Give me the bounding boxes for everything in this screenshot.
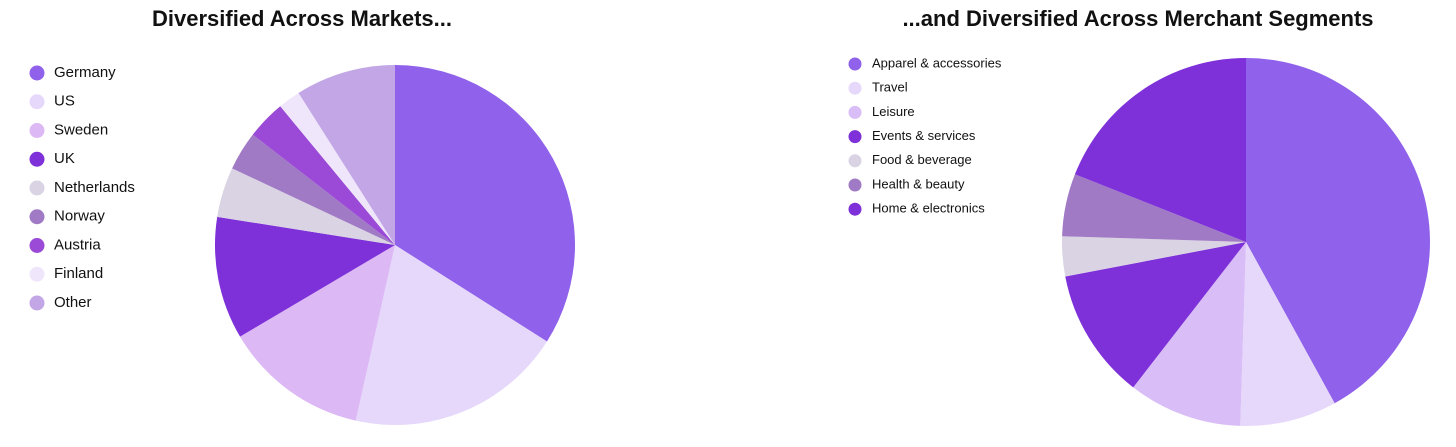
pie-slice bbox=[215, 216, 395, 337]
legend-label: US bbox=[54, 93, 75, 110]
pie-slice bbox=[1240, 242, 1335, 426]
chart-title: Diversified Across Markets... bbox=[152, 6, 452, 31]
pie-slice bbox=[395, 65, 575, 342]
legend-label: Travel bbox=[872, 80, 908, 95]
legend-swatch bbox=[848, 81, 862, 95]
pie-slice bbox=[1065, 242, 1246, 388]
legend-label: Netherlands bbox=[54, 179, 135, 196]
legend-swatch bbox=[29, 65, 45, 81]
legend-swatch bbox=[848, 202, 862, 216]
pie-slice bbox=[1062, 236, 1246, 277]
legend-swatch bbox=[29, 209, 45, 225]
legend-label: Germany bbox=[54, 64, 116, 81]
legend-label: UK bbox=[54, 150, 75, 167]
pie-slice bbox=[1062, 174, 1246, 242]
legend-swatch bbox=[29, 238, 45, 253]
chart-title: ...and Diversified Across Merchant Segme… bbox=[902, 6, 1373, 31]
legend-label: Other bbox=[54, 294, 92, 311]
legend-label: Norway bbox=[54, 208, 105, 225]
pie-slice bbox=[252, 106, 395, 245]
pie-slice bbox=[1074, 58, 1246, 242]
legend-swatch bbox=[848, 178, 862, 192]
legend-swatch bbox=[848, 154, 862, 168]
pie-slice bbox=[1246, 58, 1431, 404]
legend-label: Food & beverage bbox=[872, 152, 972, 167]
legend-label: Events & services bbox=[872, 128, 976, 143]
pie-slice bbox=[355, 245, 547, 425]
legend-label: Home & electronics bbox=[872, 201, 985, 216]
legend-label: Austria bbox=[54, 236, 101, 253]
legend-swatch bbox=[848, 105, 862, 119]
pie-slice bbox=[240, 245, 395, 421]
pie-slice bbox=[232, 134, 395, 245]
legend-label: Apparel & accessories bbox=[872, 55, 1002, 70]
legend-swatch bbox=[848, 130, 862, 144]
legend-swatch bbox=[29, 295, 45, 311]
legend-swatch bbox=[29, 94, 45, 110]
pie-slice bbox=[217, 168, 395, 245]
legend-swatch bbox=[29, 266, 45, 282]
legend-swatch bbox=[848, 57, 862, 71]
legend-swatch bbox=[29, 151, 45, 167]
legend-label: Leisure bbox=[872, 104, 915, 119]
legend-label: Health & beauty bbox=[872, 176, 965, 191]
legend-swatch bbox=[29, 123, 45, 138]
legend-swatch bbox=[29, 180, 45, 196]
legend-label: Finland bbox=[54, 265, 103, 282]
pie-slice bbox=[1133, 242, 1246, 426]
pie-slice bbox=[298, 65, 395, 245]
legend-label: Sweden bbox=[54, 121, 108, 138]
pie-slice bbox=[280, 93, 395, 246]
